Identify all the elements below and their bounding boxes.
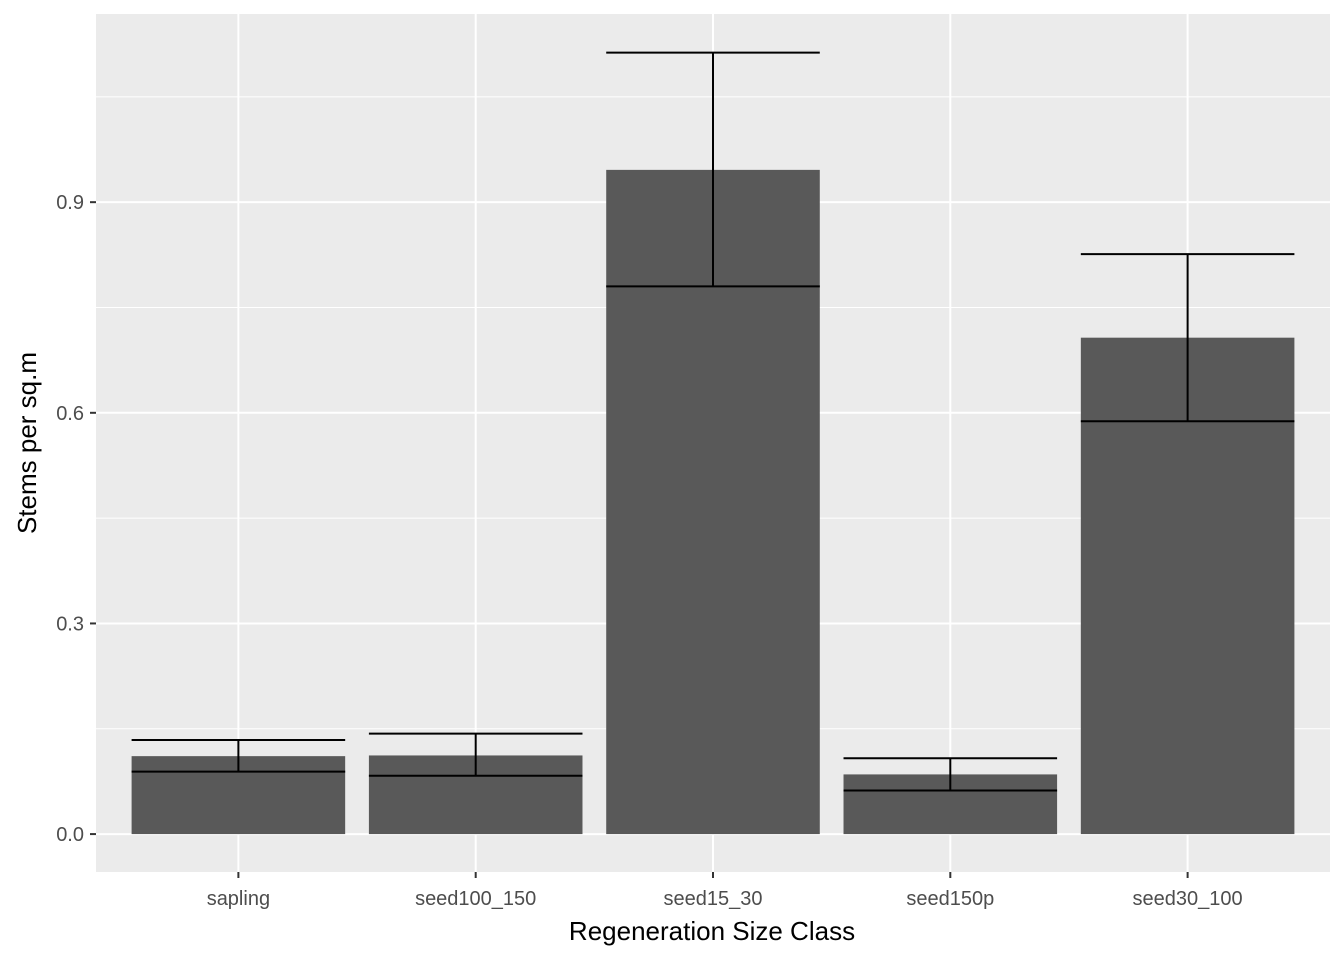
error-bars [131, 51, 1295, 792]
y-tick-label: 0.3 [56, 613, 84, 635]
x-axis: sapling seed100_150 seed15_30 seed150p seed3… [207, 872, 1243, 910]
x-tick-label: seed30_100 [1133, 888, 1243, 910]
y-axis: 0.0 0.3 0.6 0.9 [56, 192, 96, 846]
y-tick-label: 0.0 [56, 824, 84, 846]
error-bar-seed150p [843, 757, 1058, 792]
x-tick-label: seed15_30 [664, 888, 763, 910]
x-axis-title: Regeneration Size Class [569, 916, 855, 946]
x-tick-label: seed150p [906, 888, 994, 910]
y-axis-title: Stems per sq.m [12, 352, 42, 534]
error-bar-seed15_30 [606, 51, 820, 288]
error-bar-seed30_100 [1080, 253, 1295, 423]
x-tick-label: seed100_150 [415, 888, 536, 910]
y-tick-label: 0.9 [56, 192, 84, 214]
x-tick-label: sapling [207, 888, 270, 910]
error-bar-seed100_150 [368, 732, 583, 777]
error-bar-sapling [131, 739, 346, 773]
y-tick-label: 0.6 [56, 403, 84, 425]
